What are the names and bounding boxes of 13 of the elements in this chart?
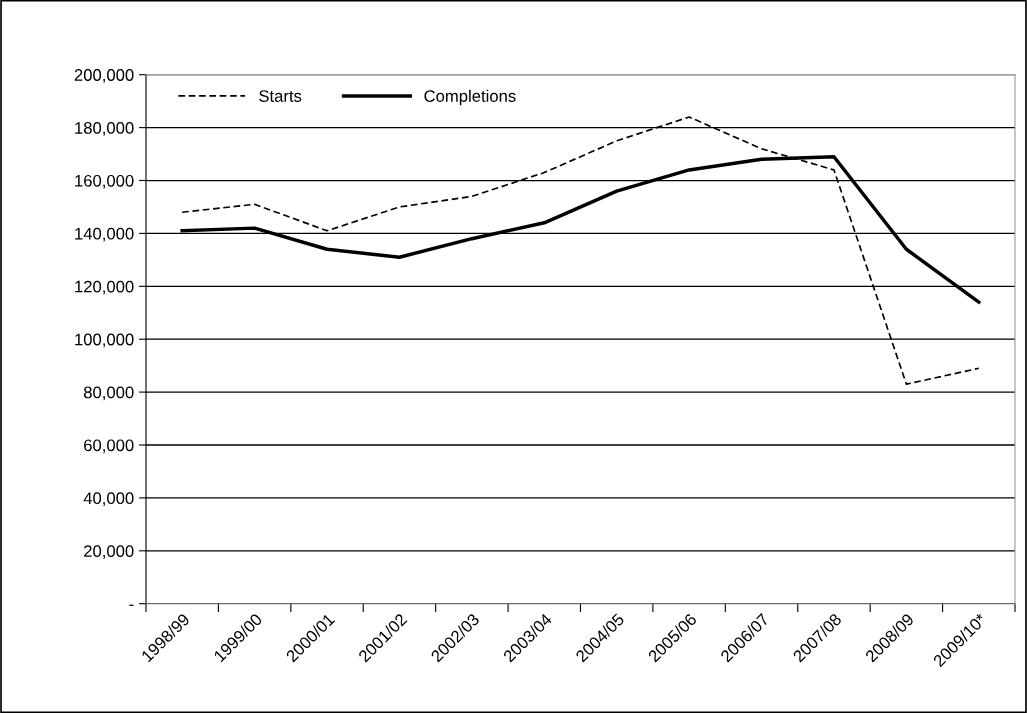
y-tick-label: 200,000 [74, 69, 134, 83]
legend-label: Starts [259, 90, 302, 102]
y-tick-label: 20,000 [84, 545, 134, 559]
y-tick-label: 100,000 [75, 333, 134, 348]
y-tick-label: 60,000 [84, 439, 134, 454]
y-tick-label: 40,000 [83, 492, 134, 507]
y-tick-label: - [129, 604, 134, 606]
y-tick-label: 180,000 [75, 122, 134, 136]
y-tick-label: 160,000 [75, 174, 134, 189]
legend-label: Completions [424, 89, 516, 106]
y-tick-label: 80,000 [83, 386, 134, 401]
y-tick-label: 120,000 [75, 280, 134, 295]
y-tick-label: 140,000 [75, 227, 134, 242]
